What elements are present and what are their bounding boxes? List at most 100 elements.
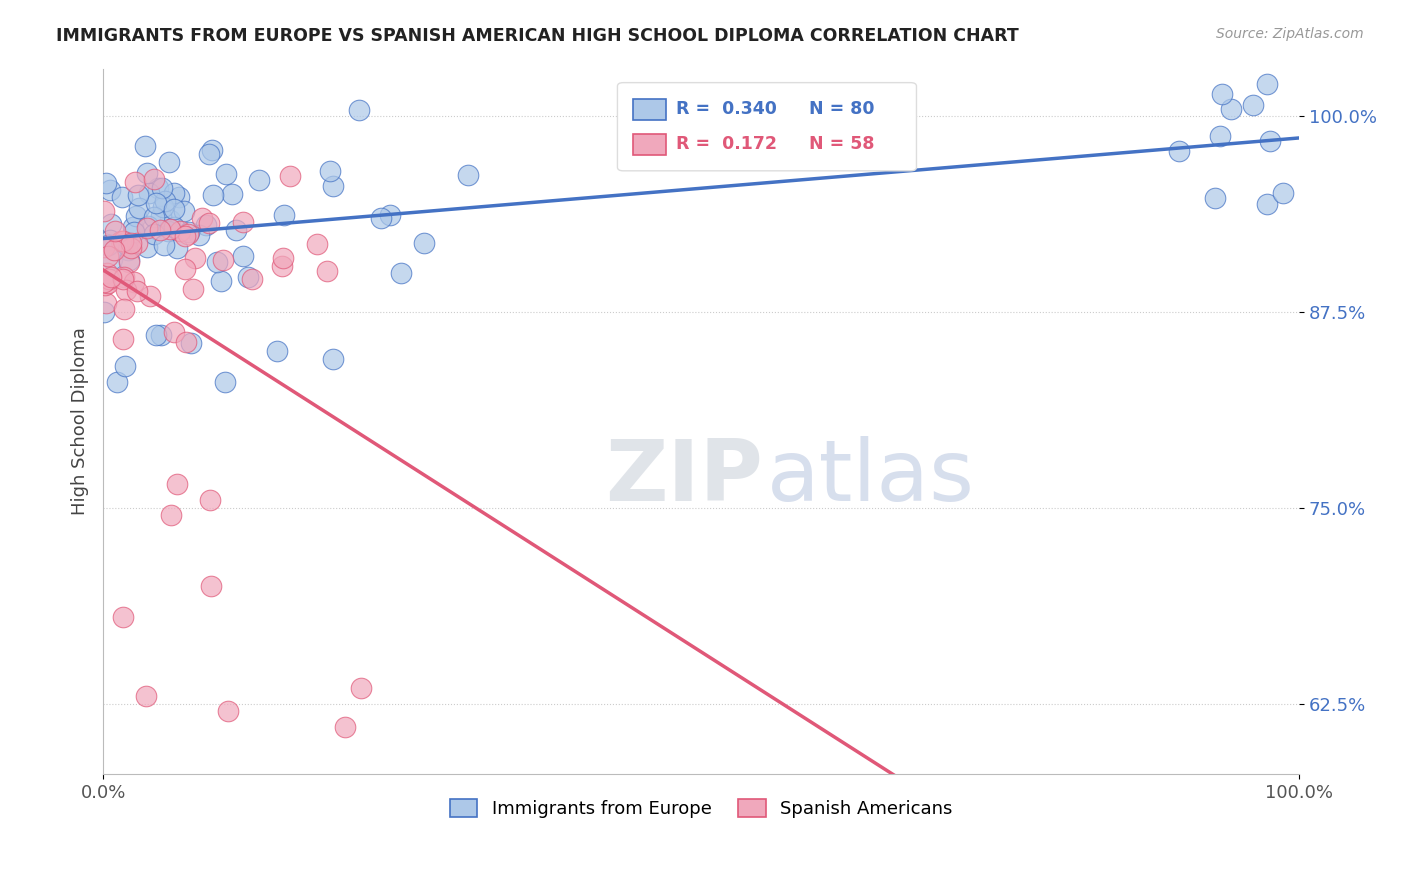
Point <box>378 208 401 222</box>
Point <box>315 264 337 278</box>
Point <box>152 200 174 214</box>
Point <box>135 689 157 703</box>
Point <box>184 251 207 265</box>
Point <box>94 176 117 190</box>
Point <box>93 204 115 219</box>
Point <box>112 301 135 316</box>
Point <box>1272 186 1295 201</box>
Point <box>319 163 342 178</box>
Point <box>215 167 238 181</box>
Point <box>322 351 344 366</box>
Point <box>105 375 128 389</box>
Text: atlas: atlas <box>766 436 974 519</box>
Point <box>389 266 412 280</box>
Point <box>136 221 159 235</box>
Point <box>124 175 146 189</box>
Point <box>273 208 295 222</box>
Point <box>200 492 222 507</box>
Point <box>205 254 228 268</box>
Point <box>457 168 479 182</box>
Point <box>188 227 211 242</box>
Point <box>155 194 177 209</box>
Point <box>350 681 373 695</box>
Point <box>1209 129 1232 144</box>
Point <box>271 251 294 265</box>
Point <box>166 477 188 491</box>
Point <box>138 186 160 200</box>
Point <box>201 143 224 157</box>
Point <box>117 243 139 257</box>
Text: N = 58: N = 58 <box>808 135 875 153</box>
Point <box>214 375 236 389</box>
Point <box>111 610 134 624</box>
FancyBboxPatch shape <box>617 83 917 171</box>
Point <box>110 234 132 248</box>
Point <box>94 277 117 292</box>
Point <box>145 328 167 343</box>
Point <box>100 270 122 285</box>
Point <box>1211 87 1233 101</box>
Point <box>232 215 254 229</box>
Point <box>114 359 136 374</box>
Point <box>232 249 254 263</box>
Point <box>194 219 217 233</box>
Point <box>135 166 157 180</box>
Text: IMMIGRANTS FROM EUROPE VS SPANISH AMERICAN HIGH SCHOOL DIPLOMA CORRELATION CHART: IMMIGRANTS FROM EUROPE VS SPANISH AMERIC… <box>56 27 1019 45</box>
Point <box>104 224 127 238</box>
Point <box>112 234 135 248</box>
FancyBboxPatch shape <box>633 134 666 155</box>
Point <box>153 238 176 252</box>
Point <box>167 190 190 204</box>
Point <box>240 271 263 285</box>
Point <box>115 235 138 250</box>
Point <box>128 201 150 215</box>
Point <box>209 274 232 288</box>
Point <box>1256 77 1278 91</box>
Point <box>159 508 181 523</box>
Point <box>181 282 204 296</box>
FancyBboxPatch shape <box>633 99 666 120</box>
Point <box>217 705 239 719</box>
Point <box>139 289 162 303</box>
Point <box>150 181 173 195</box>
Point <box>149 328 172 343</box>
Point <box>159 222 181 236</box>
Point <box>177 225 200 239</box>
Point <box>97 276 120 290</box>
Point <box>174 229 197 244</box>
Point <box>127 188 149 202</box>
Point <box>1204 190 1226 204</box>
Point <box>190 211 212 225</box>
Text: Source: ZipAtlas.com: Source: ZipAtlas.com <box>1216 27 1364 41</box>
Point <box>163 326 186 340</box>
Point <box>134 139 156 153</box>
Point <box>148 181 170 195</box>
Point <box>122 220 145 235</box>
Point <box>159 154 181 169</box>
Point <box>180 335 202 350</box>
Point <box>143 210 166 224</box>
Point <box>1168 144 1191 158</box>
Point <box>166 241 188 255</box>
Point <box>247 173 270 187</box>
Point <box>111 190 134 204</box>
Point <box>125 236 148 251</box>
Point <box>118 252 141 267</box>
Point <box>305 237 328 252</box>
Point <box>98 184 121 198</box>
Point <box>212 253 235 268</box>
Point <box>143 171 166 186</box>
Point <box>136 240 159 254</box>
Text: R =  0.340: R = 0.340 <box>676 100 778 118</box>
Point <box>278 169 301 184</box>
Point <box>1258 134 1281 148</box>
Point <box>120 241 142 255</box>
Point <box>156 224 179 238</box>
Point <box>202 188 225 202</box>
Point <box>122 225 145 239</box>
Point <box>163 219 186 234</box>
Point <box>112 332 135 346</box>
Point <box>112 270 135 285</box>
Point <box>322 178 344 193</box>
Point <box>349 103 371 118</box>
